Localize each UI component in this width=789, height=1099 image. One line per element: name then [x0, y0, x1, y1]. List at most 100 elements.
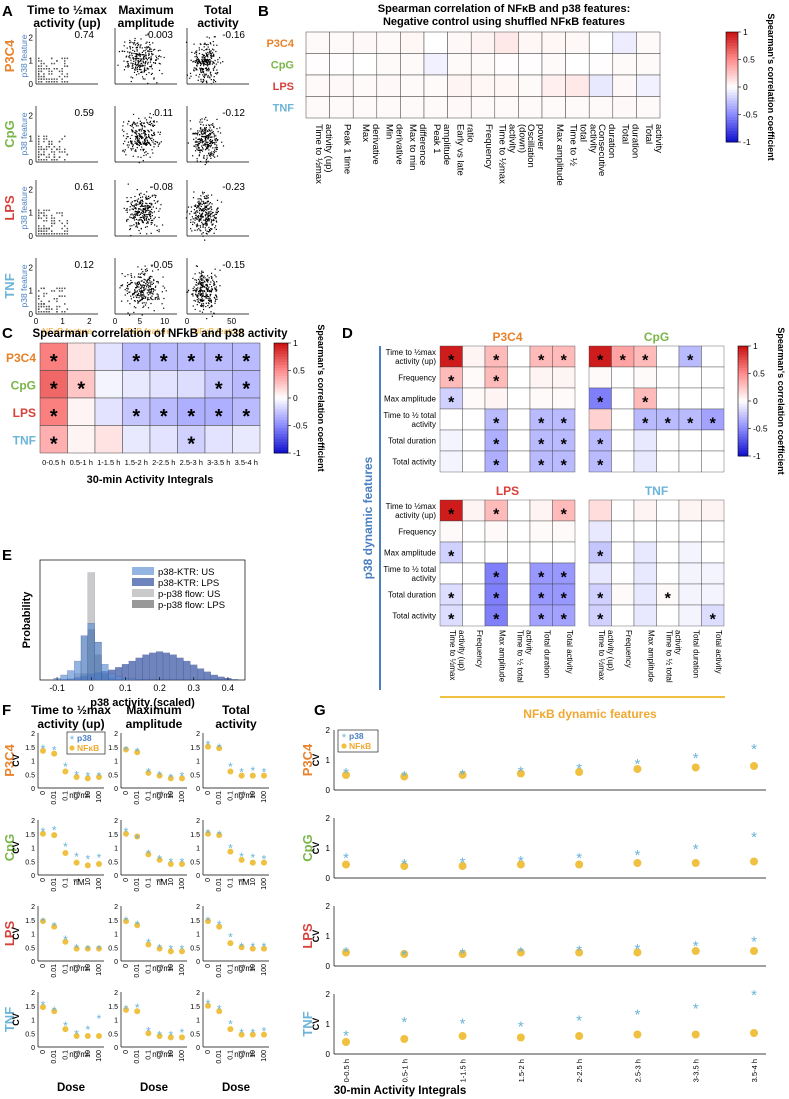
data-point [148, 57, 150, 59]
data-point [157, 58, 159, 60]
panelA-ylabel: p38 feature [19, 34, 29, 77]
heatmap-cell [611, 366, 635, 389]
heatmap-cell [122, 370, 151, 399]
dose-tick-label: 10 [85, 1050, 92, 1058]
data-point [196, 59, 198, 61]
significance-star: * [132, 406, 140, 428]
colorbar-segment [274, 425, 288, 429]
data-point [53, 81, 56, 83]
data-point [43, 135, 45, 138]
panelF-row-label-TNF: TNF [2, 1007, 17, 1032]
data-point [129, 137, 132, 140]
heatmap-cell [329, 74, 354, 97]
colorbar-segment [738, 357, 748, 361]
data-point [198, 143, 200, 145]
data-point [212, 211, 214, 214]
data-point [43, 233, 45, 235]
data-point [128, 144, 130, 146]
y-tick-label: 0.5 [25, 772, 35, 779]
data-point [150, 124, 152, 126]
data-point [205, 124, 207, 126]
dose-tick-label: 1 [157, 1050, 164, 1054]
p38-point: * [63, 933, 68, 947]
significance-star: * [448, 352, 455, 369]
data-point [190, 75, 192, 77]
data-point [210, 52, 212, 55]
significance-star: * [187, 433, 195, 455]
panelD-title-TNF: TNF [645, 484, 668, 498]
data-point [213, 53, 215, 55]
panelC-bin-label: 0.5-1 h [70, 458, 93, 467]
significance-star: * [448, 394, 455, 411]
data-point [216, 69, 218, 71]
data-point [159, 131, 162, 133]
y-tick-label: 2 [326, 726, 331, 735]
data-point [141, 272, 143, 274]
data-point [123, 50, 126, 53]
panelB-feature-label: ratio [464, 124, 475, 142]
data-point [215, 63, 217, 65]
data-point [43, 227, 45, 230]
y-tick-label: 1 [326, 756, 331, 765]
p38-point: * [85, 853, 90, 867]
data-point [136, 47, 138, 49]
p38-point: * [168, 855, 173, 869]
data-point [48, 68, 50, 70]
histogram-bar [115, 676, 123, 681]
data-point [151, 212, 153, 214]
data-point [207, 208, 209, 210]
data-point [200, 216, 202, 218]
data-point [210, 304, 213, 306]
significance-star: * [687, 352, 694, 369]
heatmap-cell [633, 520, 657, 543]
data-point [134, 292, 136, 294]
data-point [215, 294, 217, 296]
nfkb-point [238, 1031, 245, 1038]
data-point [201, 299, 204, 302]
panelG-row-label-CpG: CpG [300, 834, 315, 861]
data-point [135, 132, 137, 135]
dose-tick-label: 10 [168, 1050, 175, 1058]
heatmap-cell [94, 397, 123, 426]
data-point [145, 288, 147, 290]
data-point [124, 289, 126, 291]
data-point [143, 286, 145, 288]
panelA-scatter-P3C4-2: -0.16 [185, 28, 249, 85]
data-point [135, 287, 137, 289]
nfkb-point [227, 1026, 234, 1033]
nfkb-point [400, 862, 409, 870]
data-point [207, 211, 210, 213]
histogram-bar [108, 673, 116, 681]
heatmap-cell [588, 96, 614, 119]
data-point [212, 155, 215, 157]
data-point [160, 56, 162, 58]
data-point [61, 73, 63, 75]
x-tick-label: 0 [89, 683, 94, 693]
colorbar-segment [274, 376, 288, 380]
colorbar-segment [726, 34, 738, 38]
data-point [53, 151, 56, 153]
data-point [138, 132, 140, 135]
data-point [123, 121, 125, 123]
data-point [199, 294, 202, 297]
data-point [137, 219, 139, 221]
data-point [200, 305, 202, 308]
p38-point: * [343, 1028, 349, 1045]
data-point [145, 48, 147, 50]
data-point [136, 68, 138, 70]
data-point [136, 122, 139, 124]
data-point [149, 59, 152, 61]
data-point [145, 207, 147, 209]
data-point [135, 132, 137, 134]
data-point [207, 62, 209, 64]
data-point [64, 60, 66, 62]
colorbar-segment [738, 368, 748, 372]
data-point [43, 140, 45, 143]
data-point [162, 276, 164, 278]
significance-star: * [493, 569, 500, 586]
data-point [198, 202, 201, 204]
data-point [149, 213, 152, 215]
data-point [204, 75, 206, 77]
dose-tick-label: 1 [157, 791, 164, 795]
